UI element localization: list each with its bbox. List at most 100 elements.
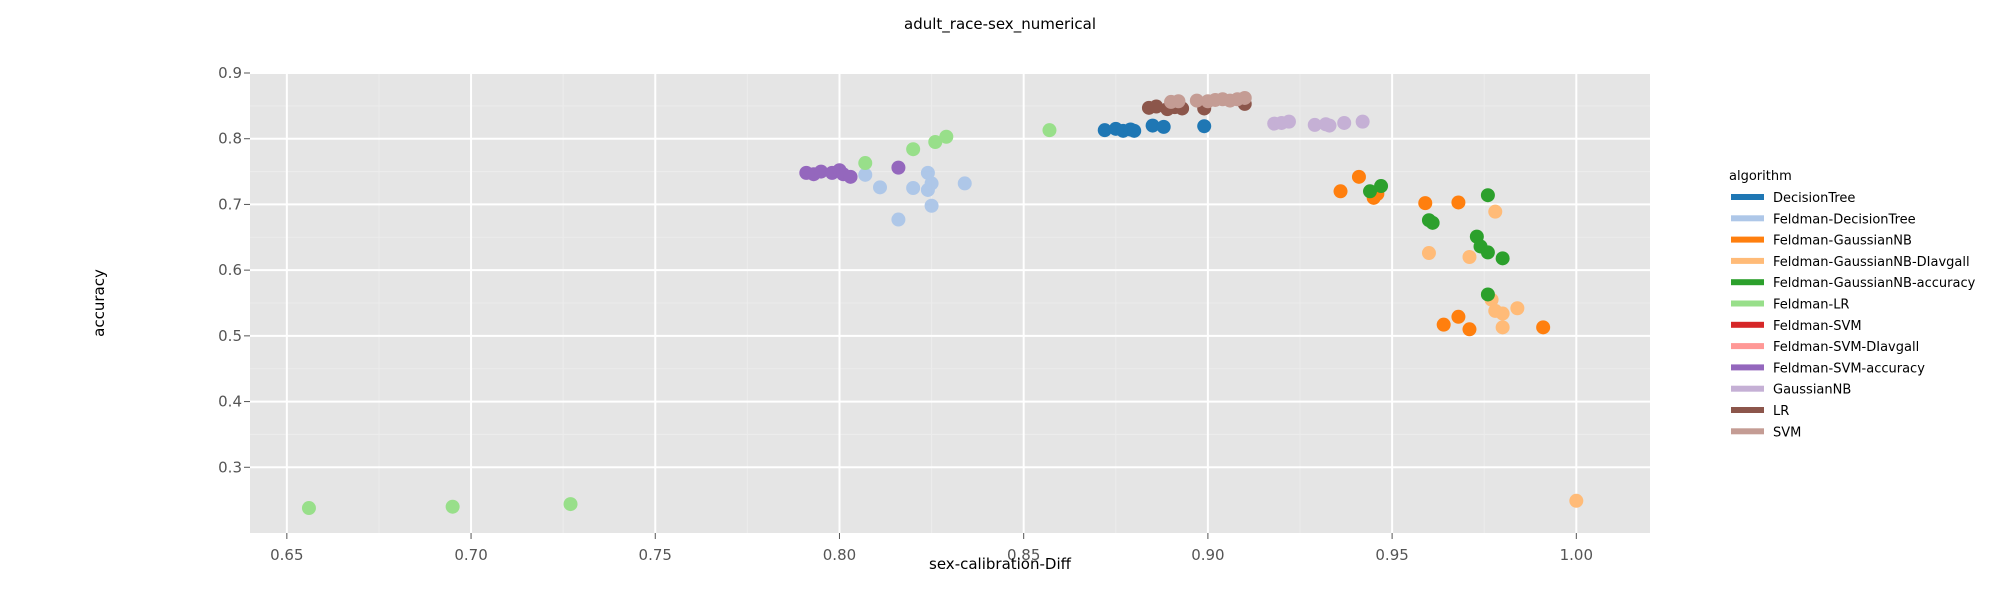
data-point bbox=[1149, 99, 1164, 114]
data-point bbox=[1237, 90, 1252, 105]
data-point bbox=[1351, 169, 1366, 184]
y-tick-label: 0.4 bbox=[218, 393, 242, 411]
data-point bbox=[814, 164, 829, 179]
legend-swatch bbox=[1731, 385, 1764, 392]
data-point bbox=[1097, 123, 1112, 138]
y-tick-label: 0.8 bbox=[218, 130, 242, 148]
legend-swatch bbox=[1731, 343, 1764, 350]
data-point bbox=[873, 180, 887, 195]
data-point bbox=[1510, 301, 1525, 316]
data-point bbox=[1156, 119, 1171, 134]
data-point bbox=[1145, 118, 1160, 133]
data-point bbox=[843, 169, 858, 184]
data-point bbox=[906, 142, 921, 157]
x-tick-label: 0.80 bbox=[823, 546, 856, 564]
x-axis-label: sex-calibration-Diff bbox=[929, 555, 1072, 573]
data-point bbox=[1042, 123, 1057, 138]
data-point bbox=[858, 156, 873, 171]
legend-label: Feldman-SVM-DIavgall bbox=[1773, 340, 1919, 355]
data-point bbox=[1333, 184, 1348, 199]
legend-swatch bbox=[1731, 364, 1764, 371]
data-point bbox=[924, 198, 939, 213]
data-point bbox=[1495, 320, 1510, 335]
y-axis-ticks: 0.3 0.4 0.5 0.6 0.7 0.8 0.9 bbox=[218, 64, 250, 476]
data-point bbox=[1197, 119, 1212, 134]
data-point bbox=[1569, 493, 1584, 508]
x-tick-label: 1.00 bbox=[1560, 546, 1593, 564]
data-point bbox=[1488, 204, 1503, 219]
legend-swatch bbox=[1731, 257, 1764, 264]
data-point bbox=[1418, 196, 1433, 211]
data-point bbox=[1307, 117, 1322, 132]
data-point bbox=[1462, 322, 1477, 337]
data-point bbox=[1495, 306, 1510, 321]
data-point bbox=[1337, 115, 1352, 130]
data-point bbox=[1480, 188, 1495, 203]
legend-swatch bbox=[1731, 321, 1764, 328]
legend-swatch bbox=[1731, 428, 1764, 435]
data-point bbox=[1436, 317, 1451, 332]
data-point bbox=[957, 176, 972, 191]
data-point bbox=[906, 181, 921, 195]
data-point bbox=[1355, 114, 1370, 129]
x-tick-label: 0.85 bbox=[1007, 546, 1040, 564]
data-point bbox=[920, 165, 935, 180]
data-point bbox=[1127, 123, 1142, 138]
legend-label: Feldman-GaussianNB-accuracy bbox=[1773, 276, 1976, 291]
data-point bbox=[1480, 287, 1495, 302]
data-point bbox=[891, 212, 906, 227]
x-tick-label: 0.65 bbox=[270, 546, 303, 564]
legend-swatch bbox=[1731, 236, 1764, 243]
data-point bbox=[1451, 195, 1466, 210]
legend: algorithm DecisionTree Feldman-DecisionTr… bbox=[1729, 169, 1976, 440]
data-point bbox=[1536, 320, 1551, 335]
data-point bbox=[1189, 93, 1204, 108]
legend-label: LR bbox=[1773, 404, 1789, 419]
data-point bbox=[1462, 250, 1477, 264]
data-point bbox=[1425, 215, 1440, 230]
data-point bbox=[1421, 246, 1436, 261]
x-axis-ticks: 0.65 0.70 0.75 0.80 0.85 0.90 0.95 1.00 bbox=[270, 533, 1593, 564]
y-tick-label: 0.5 bbox=[218, 327, 242, 345]
y-tick-label: 0.3 bbox=[218, 458, 242, 476]
legend-label: SVM bbox=[1773, 425, 1801, 440]
data-point bbox=[301, 501, 316, 516]
data-point bbox=[1480, 245, 1495, 260]
data-point bbox=[1374, 179, 1389, 194]
data-point bbox=[1322, 118, 1337, 133]
data-point bbox=[445, 499, 460, 514]
legend-label: GaussianNB bbox=[1773, 383, 1851, 398]
data-point bbox=[891, 160, 906, 175]
data-point bbox=[1495, 251, 1510, 266]
x-tick-label: 0.90 bbox=[1191, 546, 1224, 564]
y-tick-label: 0.6 bbox=[218, 261, 242, 279]
legend-title: algorithm bbox=[1729, 169, 1792, 184]
data-point bbox=[939, 129, 954, 144]
legend-label: Feldman-DecisionTree bbox=[1773, 212, 1916, 227]
legend-swatch bbox=[1731, 300, 1764, 307]
y-tick-label: 0.7 bbox=[218, 195, 242, 213]
data-point bbox=[928, 135, 943, 149]
x-tick-label: 0.95 bbox=[1375, 546, 1408, 564]
data-point bbox=[858, 167, 873, 182]
data-point bbox=[1281, 114, 1296, 129]
legend-swatch bbox=[1731, 215, 1764, 222]
legend-label: Feldman-SVM bbox=[1773, 319, 1862, 334]
legend-label: DecisionTree bbox=[1773, 191, 1855, 206]
legend-label: Feldman-GaussianNB bbox=[1773, 234, 1912, 249]
x-tick-label: 0.75 bbox=[639, 546, 672, 564]
data-point bbox=[1451, 309, 1466, 324]
legend-swatch bbox=[1731, 407, 1764, 413]
y-axis-label: accuracy bbox=[90, 269, 108, 337]
data-points bbox=[301, 90, 1584, 516]
minor-gridlines bbox=[250, 73, 1650, 533]
data-point bbox=[563, 497, 578, 512]
x-tick-label: 0.70 bbox=[454, 546, 487, 564]
legend-label: Feldman-GaussianNB-DIavgall bbox=[1773, 255, 1970, 270]
legend-label: Feldman-LR bbox=[1773, 298, 1849, 313]
data-point bbox=[924, 176, 939, 191]
data-point bbox=[1363, 184, 1377, 199]
legend-swatch bbox=[1731, 194, 1764, 200]
chart-title: adult_race-sex_numerical bbox=[904, 15, 1096, 34]
legend-label: Feldman-SVM-accuracy bbox=[1773, 361, 1925, 376]
